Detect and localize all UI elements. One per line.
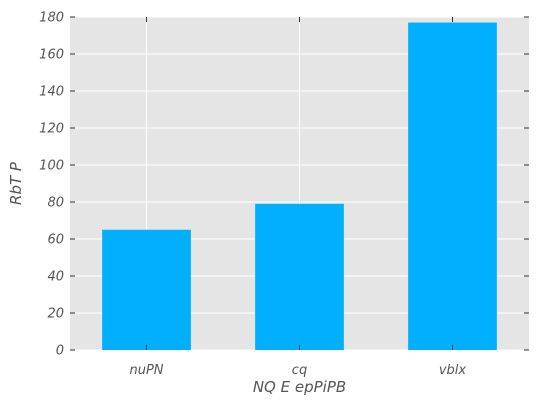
x-tick-label: cq <box>292 363 307 378</box>
y-tick-label: 100 <box>39 159 64 174</box>
x-tick-label: nuPN <box>129 363 163 378</box>
y-tick-label: 60 <box>47 233 64 248</box>
x-axis-label: NQ E epPiPB <box>253 378 346 396</box>
bar-vblx <box>408 22 497 351</box>
y-tick-label: 20 <box>47 307 64 322</box>
x-tick-label: vblx <box>439 363 467 378</box>
y-tick-label: 140 <box>39 85 64 100</box>
bars <box>102 22 497 351</box>
y-tick-label: 120 <box>39 122 64 137</box>
y-tick-label: 180 <box>39 11 64 26</box>
y-axis-label: RbT P <box>7 161 25 205</box>
bar-nuPN <box>102 229 191 350</box>
bar-cq <box>255 203 344 350</box>
y-tick-labels: 0 20 40 60 80 100 120 140 160 180 <box>39 11 64 359</box>
x-tick-labels: nuPN cq vblx <box>129 363 466 378</box>
y-tick-label: 80 <box>47 196 64 211</box>
axis-ticks <box>70 16 529 351</box>
y-tick-label: 40 <box>47 270 64 285</box>
y-tick-label: 0 <box>56 344 64 359</box>
y-tick-label: 160 <box>39 48 64 63</box>
